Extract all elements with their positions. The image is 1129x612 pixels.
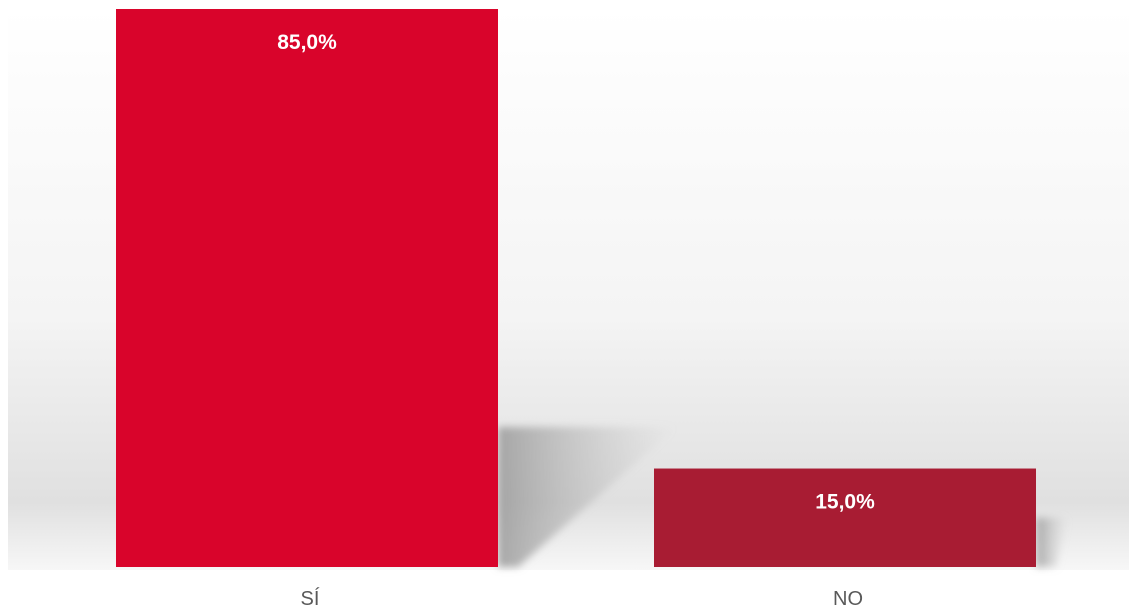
bar-shadow-s	[498, 427, 677, 567]
data-labels: 85,0% 15,0%	[277, 31, 875, 514]
bars	[116, 9, 1036, 567]
category-label-s: SÍ	[301, 587, 320, 610]
data-label-s: 85,0%	[277, 31, 337, 54]
category-labels: SÍ NO	[301, 587, 863, 610]
bar-no	[654, 468, 1036, 567]
bar-shadow-no	[1036, 517, 1068, 567]
category-label-no: NO	[833, 588, 863, 610]
bar-shadows	[498, 427, 1068, 567]
data-label-no: 15,0%	[815, 491, 875, 514]
bar-s	[116, 9, 498, 567]
